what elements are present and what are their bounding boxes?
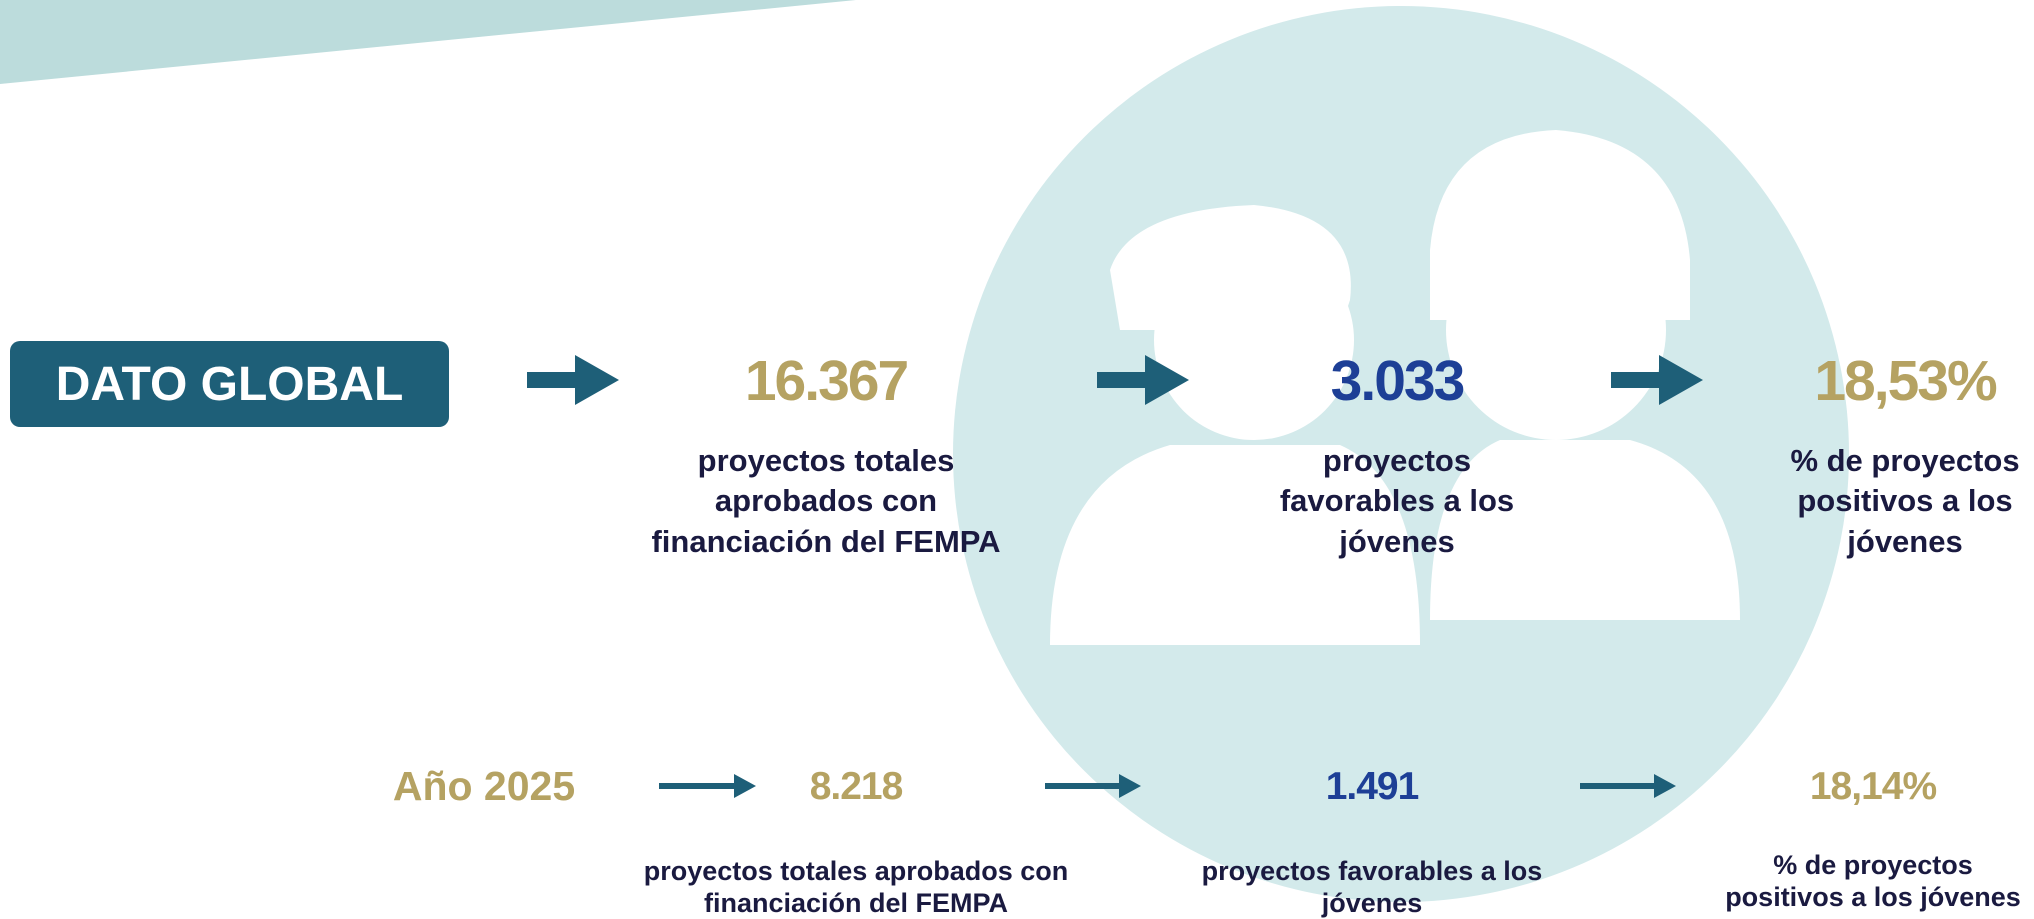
year-description: proyectos favorables a los jóvenes [1190, 855, 1555, 919]
year-value: 18,14% [1723, 762, 2023, 813]
global-value: 18,53% [1705, 344, 2034, 418]
year-value: 1.491 [1222, 762, 1522, 813]
global-label: DATO GLOBAL [10, 341, 449, 427]
year-value: 8.218 [706, 762, 1006, 813]
year-description: % de proyectos positivos a los jóvenes [1713, 849, 2033, 914]
global-description: proyectos totales aprobados con financia… [626, 441, 1026, 562]
global-description: % de proyectos positivos a los jóvenes [1770, 441, 2034, 562]
global-description: proyectos favorables a los jóvenes [1262, 441, 1532, 562]
infographic: DATO GLOBAL Año 2025 16.367 proyectos tot… [0, 0, 2034, 919]
year-label: Año 2025 [334, 760, 634, 813]
top-band [0, 0, 856, 84]
global-value: 16.367 [626, 344, 1026, 418]
year-description: proyectos totales aprobados con financia… [626, 855, 1086, 919]
global-value: 3.033 [1197, 344, 1597, 418]
